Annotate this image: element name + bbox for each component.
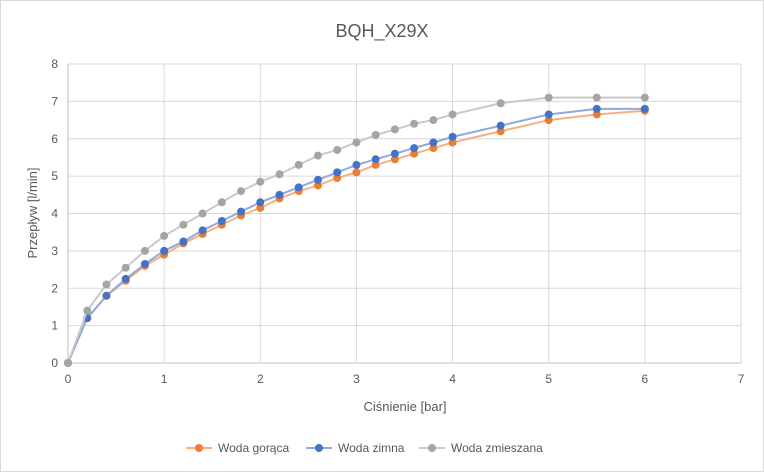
data-point — [256, 198, 265, 207]
data-point — [352, 138, 361, 147]
x-tick-label: 2 — [257, 372, 264, 386]
data-point — [429, 116, 438, 125]
data-point — [448, 138, 457, 147]
x-tick-label: 3 — [353, 372, 360, 386]
data-point — [496, 127, 505, 136]
data-point — [256, 177, 265, 186]
legend-item-mixed: Woda zmieszana — [419, 441, 543, 455]
data-point — [640, 93, 649, 102]
data-point — [448, 132, 457, 141]
data-point — [237, 187, 246, 196]
data-point — [390, 149, 399, 158]
data-point — [544, 110, 553, 119]
data-point — [371, 155, 380, 164]
data-point — [496, 99, 505, 108]
data-point — [179, 220, 188, 229]
x-tick-label: 1 — [161, 372, 168, 386]
data-point — [198, 209, 207, 218]
data-point — [217, 216, 226, 225]
data-point — [429, 138, 438, 147]
data-point — [237, 207, 246, 216]
x-tick-label: 0 — [65, 372, 72, 386]
data-point — [102, 280, 111, 289]
x-tick-label: 6 — [642, 372, 649, 386]
data-point — [294, 183, 303, 192]
data-point — [275, 190, 284, 199]
data-point — [496, 121, 505, 130]
data-point — [140, 246, 149, 255]
y-tick-label: 7 — [51, 94, 58, 108]
x-tick-label: 5 — [545, 372, 552, 386]
data-point — [333, 168, 342, 177]
data-point — [313, 181, 322, 190]
data-point — [160, 231, 169, 240]
data-point — [333, 173, 342, 182]
data-point — [275, 170, 284, 179]
y-tick-label: 3 — [51, 244, 58, 258]
data-point — [592, 93, 601, 102]
legend: Woda gorąca Woda zimna Woda zmieszana — [186, 441, 543, 455]
data-point — [83, 306, 92, 315]
y-tick-label: 1 — [51, 319, 58, 333]
data-point — [592, 104, 601, 113]
x-axis-label: Ciśnienie [bar] — [363, 399, 446, 414]
legend-label: Woda gorąca — [218, 441, 289, 455]
data-point — [410, 144, 419, 153]
data-point — [390, 125, 399, 134]
y-tick-label: 0 — [51, 356, 58, 370]
data-point — [544, 93, 553, 102]
y-tick-label: 4 — [51, 207, 58, 221]
data-point — [121, 263, 130, 272]
data-point — [640, 104, 649, 113]
data-point — [121, 274, 130, 283]
data-point — [256, 203, 265, 212]
series-woda-zimna — [64, 104, 649, 367]
data-point — [410, 119, 419, 128]
data-point — [140, 259, 149, 268]
data-point — [313, 175, 322, 184]
y-tick-label: 5 — [51, 169, 58, 183]
series-woda-zmieszana — [64, 93, 649, 367]
data-point — [294, 160, 303, 169]
legend-marker — [428, 444, 436, 452]
y-axis-label: Przepływ [l/min] — [25, 167, 40, 258]
y-tick-label: 2 — [51, 281, 58, 295]
legend-item-cold: Woda zimna — [306, 441, 405, 455]
data-point — [64, 359, 72, 367]
data-point — [371, 131, 380, 140]
data-point — [352, 168, 361, 177]
data-point — [390, 155, 399, 164]
data-point — [352, 160, 361, 169]
y-tick-label: 8 — [51, 57, 58, 71]
data-point — [102, 291, 111, 300]
x-tick-label: 4 — [449, 372, 456, 386]
data-point — [429, 144, 438, 153]
y-tick-label: 6 — [51, 132, 58, 146]
legend-item-hot: Woda gorąca — [186, 441, 289, 455]
legend-label: Woda zmieszana — [451, 441, 543, 455]
data-point — [410, 149, 419, 158]
data-point — [160, 246, 169, 255]
data-point — [333, 145, 342, 154]
data-point — [544, 116, 553, 125]
data-point — [371, 160, 380, 169]
data-point — [217, 198, 226, 207]
data-point — [313, 151, 322, 160]
data-point — [448, 110, 457, 119]
legend-marker — [315, 444, 323, 452]
data-point — [592, 110, 601, 119]
legend-marker — [195, 444, 203, 452]
legend-label: Woda zimna — [338, 441, 405, 455]
data-point — [198, 226, 207, 235]
chart-title: BQH_X29X — [335, 21, 428, 42]
x-tick-label: 7 — [738, 372, 745, 386]
data-point — [179, 237, 188, 246]
